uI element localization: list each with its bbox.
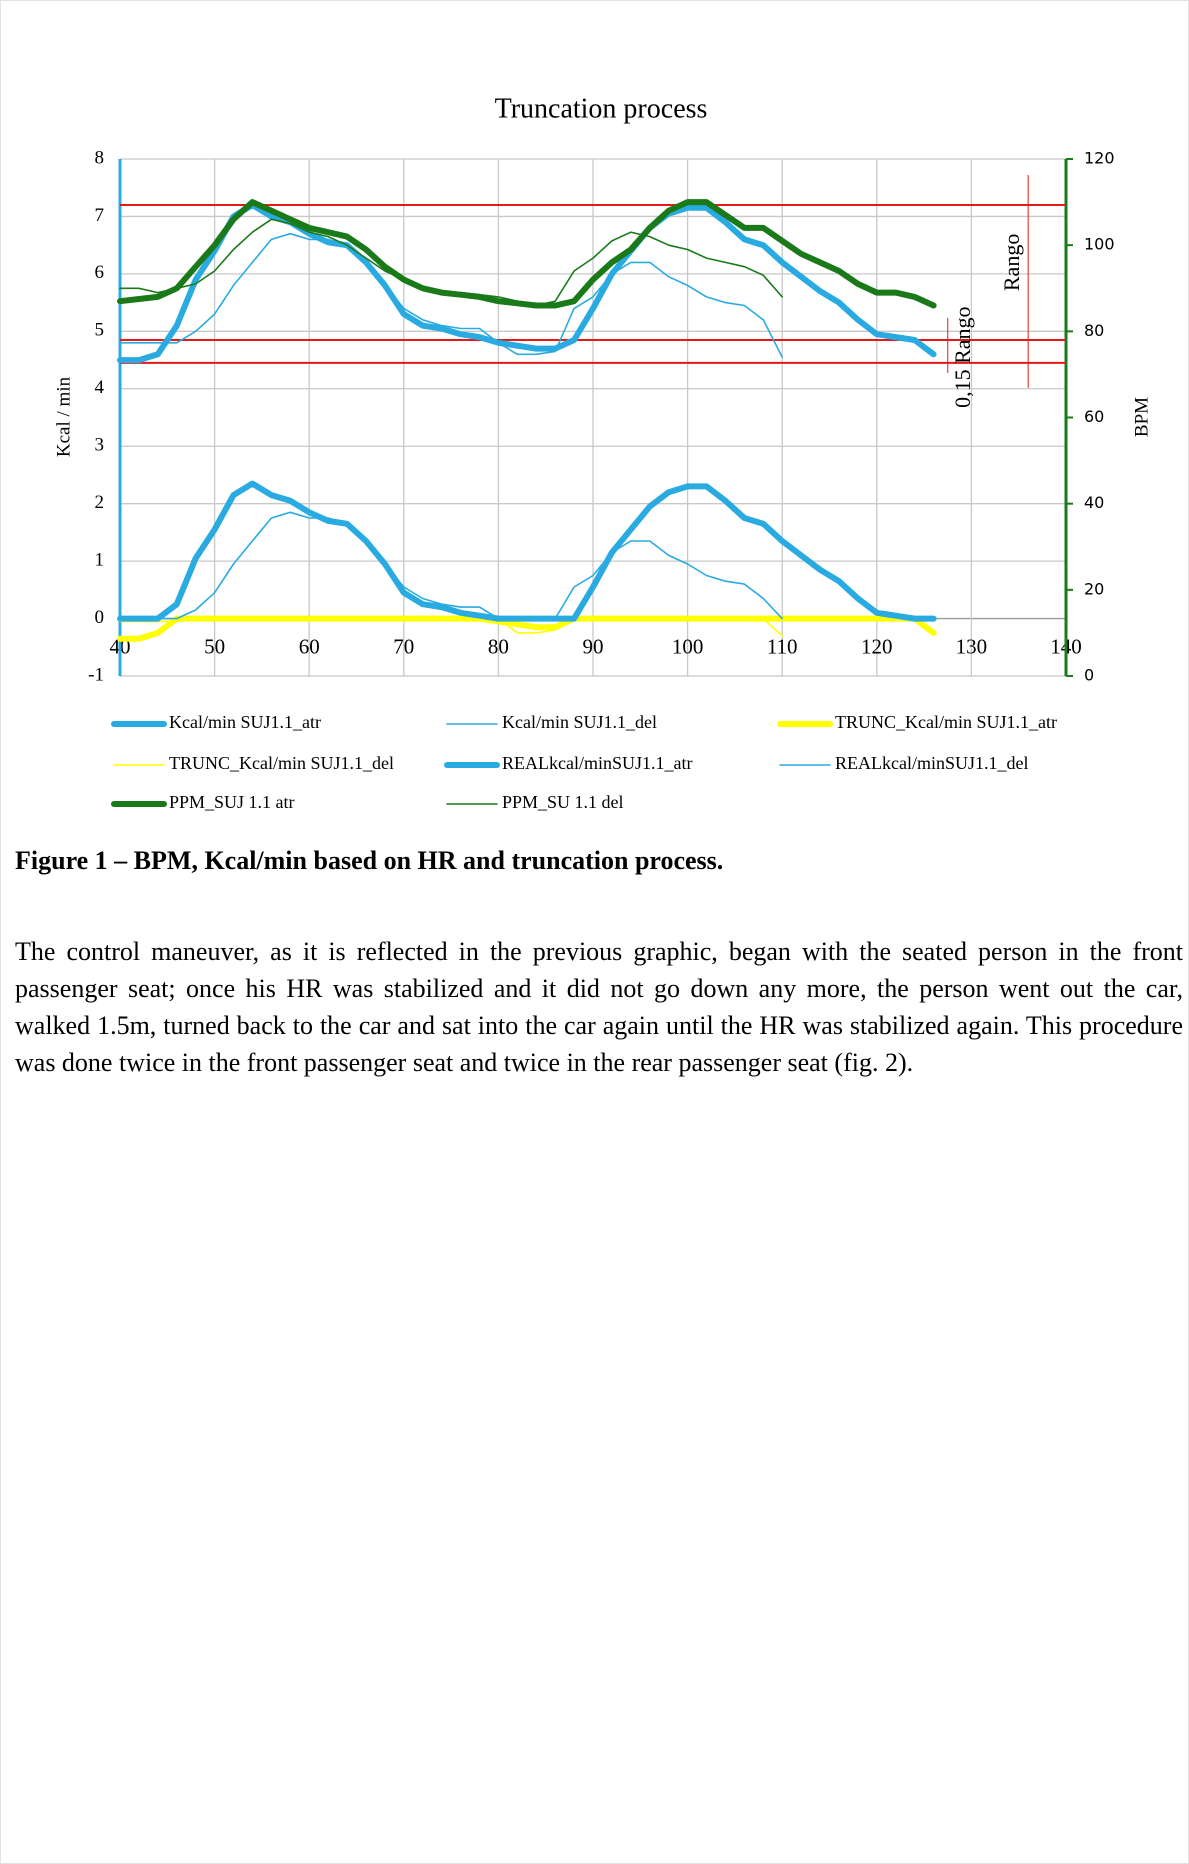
legend-label: PPM_SUJ 1.1 atr [169, 792, 295, 812]
x-tick-label: 130 [956, 634, 988, 658]
body-paragraph: The control maneuver, as it is reflected… [15, 937, 1183, 1077]
y-tick-label: 6 [95, 262, 105, 283]
series-line [119, 218, 783, 307]
y-tick-label: 1 [95, 549, 105, 570]
x-tick-label: 90 [583, 634, 604, 658]
x-tick-label: 50 [204, 634, 225, 658]
legend-label: PPM_SU 1.1 del [502, 792, 624, 812]
series-line [117, 199, 937, 309]
legend-label: TRUNC_Kcal/min SUJ1.1_del [169, 753, 394, 773]
y2-tick-label: 40 [1084, 493, 1104, 512]
series-line [117, 615, 937, 642]
chart-title: Truncation process [495, 93, 708, 124]
y2-tick-label: 60 [1084, 407, 1104, 426]
y-tick-label: 8 [95, 147, 105, 168]
x-tick-label: 80 [488, 634, 509, 658]
y2-axis-label: BPM [1131, 397, 1152, 437]
x-tick-label: 110 [767, 634, 798, 658]
legend-label: REALkcal/minSUJ1.1_del [835, 753, 1028, 773]
series-line [119, 232, 783, 358]
x-tick-label: 120 [861, 634, 893, 658]
x-tick-label: 60 [299, 634, 320, 658]
y-tick-label: 2 [95, 492, 105, 513]
chart: Truncation process Kcal / min BPM -1 0 1 2 3… [53, 93, 1152, 812]
series-line [119, 617, 783, 637]
y-tick-label: 7 [95, 205, 105, 226]
figure-caption: Figure 1 – BPM, Kcal/min based on HR and… [15, 846, 724, 875]
series-line [117, 202, 937, 364]
y-tick-label: 4 [95, 377, 105, 398]
x-tick-label: 70 [393, 634, 414, 658]
y2-tick-label: 120 [1084, 149, 1115, 168]
y-tick-label: 0 [95, 607, 105, 628]
legend-label: REALkcal/minSUJ1.1_atr [502, 753, 692, 773]
x-tick-label: 100 [672, 634, 704, 658]
y-axis-label: Kcal / min [53, 376, 74, 457]
y2-tick-label: 0 [1084, 666, 1094, 685]
legend-label: Kcal/min SUJ1.1_atr [169, 712, 321, 732]
legend-label: TRUNC_Kcal/min SUJ1.1_atr [835, 712, 1057, 732]
y2-tick-label: 20 [1084, 579, 1104, 598]
y2-tick-label: 80 [1084, 321, 1104, 340]
y-tick-label: 5 [95, 320, 105, 341]
legend-label: Kcal/min SUJ1.1_del [502, 712, 657, 732]
y-tick-label: -1 [88, 664, 104, 685]
annotation: Rango [999, 234, 1024, 291]
series-line [119, 511, 783, 620]
y2-tick-label: 100 [1084, 235, 1115, 254]
annotation: 0,15 Rango [950, 306, 975, 407]
y-tick-label: 3 [95, 435, 105, 456]
